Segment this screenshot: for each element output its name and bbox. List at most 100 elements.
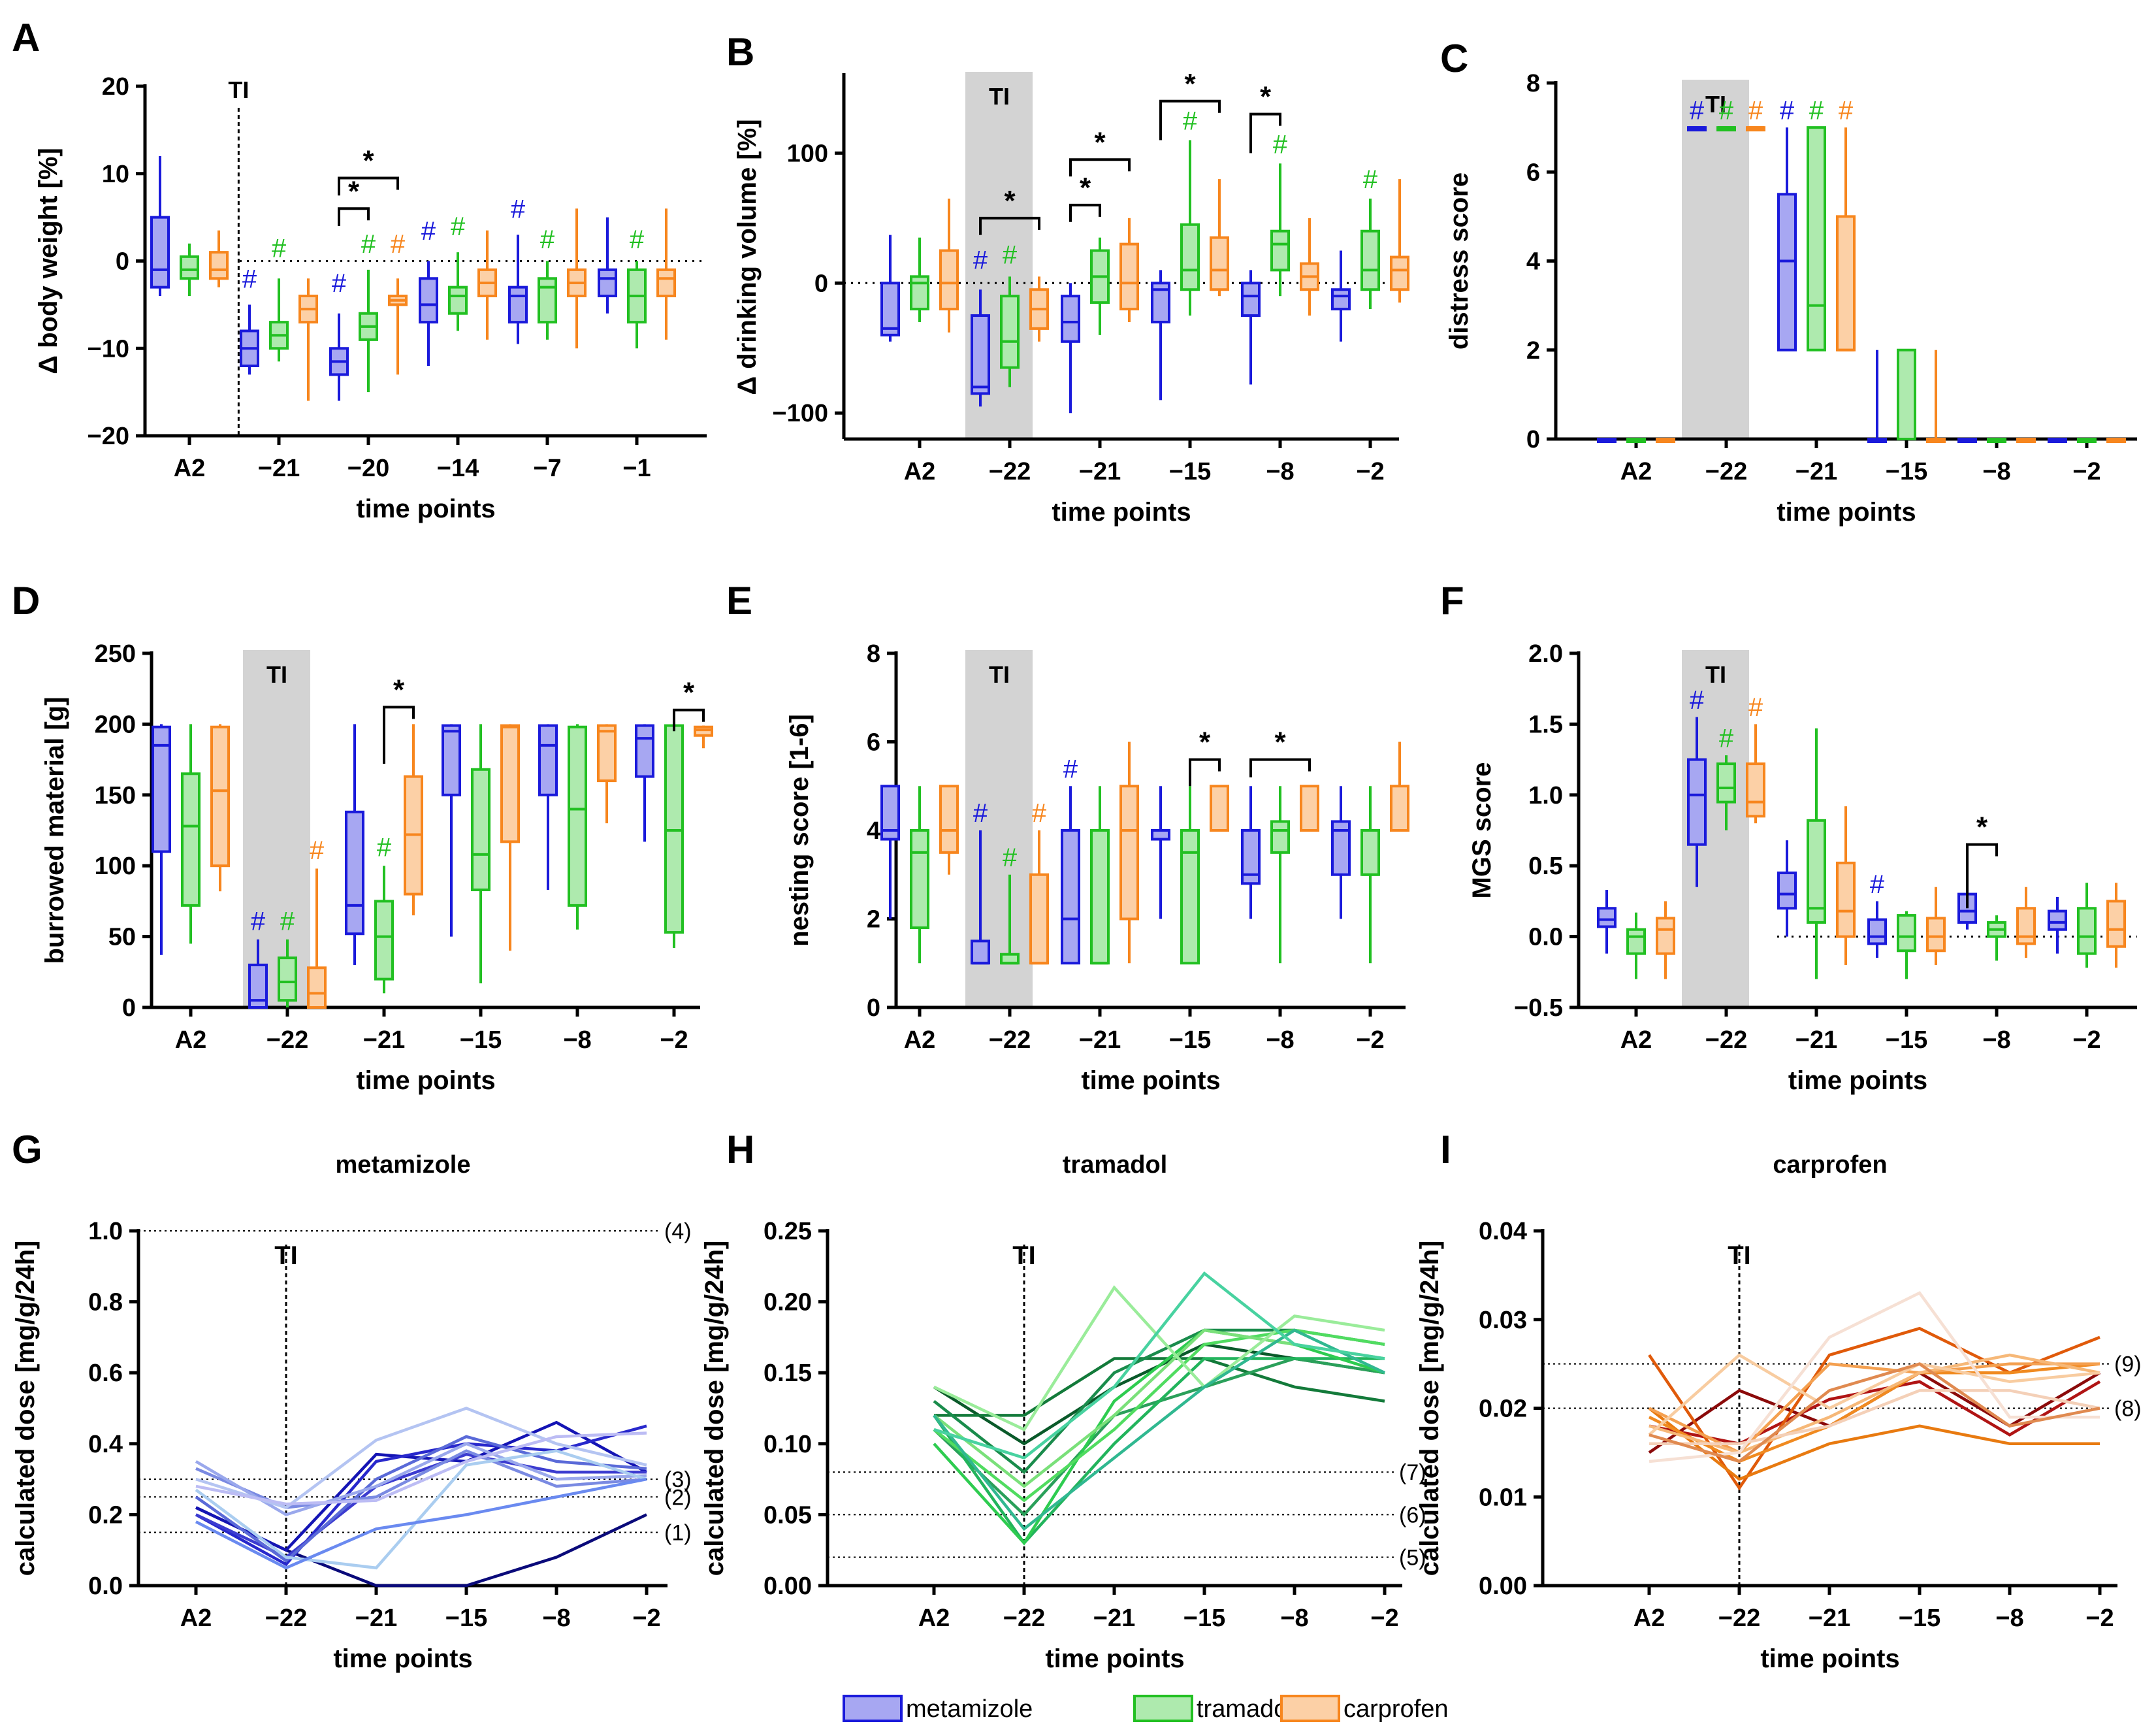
y-tick-label: 0.4 bbox=[88, 1431, 123, 1458]
legend-item-tramadol: tramadol bbox=[1133, 1695, 1293, 1723]
box-iqr bbox=[210, 725, 230, 868]
x-tick-label: −15 bbox=[445, 1605, 487, 1632]
box-iqr bbox=[500, 724, 520, 843]
ti-label: TI bbox=[1705, 661, 1726, 688]
box-iqr bbox=[180, 255, 199, 280]
box-iqr bbox=[471, 768, 491, 892]
animal-line bbox=[933, 1357, 1385, 1517]
box-tramadol bbox=[1987, 438, 2006, 443]
box-iqr bbox=[971, 314, 990, 395]
y-axis-label: distress score bbox=[1445, 172, 1473, 350]
box-iqr bbox=[694, 725, 713, 737]
x-tick-label: −22 bbox=[989, 1026, 1031, 1054]
box-iqr bbox=[419, 277, 438, 324]
box-metamizole bbox=[598, 217, 617, 314]
box-tramadol bbox=[1270, 786, 1290, 964]
y-tick-label: 1.0 bbox=[1528, 782, 1563, 809]
chart-title: carprofen bbox=[1773, 1151, 1887, 1179]
x-tick-label: −2 bbox=[2085, 1605, 2114, 1632]
significance-hash: # bbox=[1809, 96, 1824, 125]
panel-i: I TI carprofen 0.00 0.01 0.02 0.03 0.04 A2 −22 −21… bbox=[1415, 1128, 2142, 1673]
y-tick-label: 0.03 bbox=[1479, 1307, 1527, 1334]
comparison-bracket bbox=[1249, 112, 1281, 154]
box-iqr bbox=[1867, 918, 1887, 945]
box-carprofen bbox=[694, 725, 713, 749]
box-iqr bbox=[1151, 829, 1170, 841]
x-tick-label: −22 bbox=[266, 1026, 308, 1054]
box-iqr bbox=[1597, 907, 1617, 928]
y-axis-label: calculated dose [mg/g/24h] bbox=[11, 1241, 40, 1576]
x-tick-label: −22 bbox=[265, 1605, 307, 1632]
box-metamizole bbox=[508, 235, 528, 344]
x-tick-label: −1 bbox=[622, 455, 651, 482]
animal-line bbox=[195, 1407, 647, 1510]
x-tick-label: −7 bbox=[533, 455, 561, 482]
box-iqr bbox=[1897, 348, 1916, 440]
ti-label: TI bbox=[266, 661, 287, 688]
box-carprofen bbox=[1210, 785, 1229, 832]
panel-letter: C bbox=[1440, 37, 1468, 80]
significance-star: * bbox=[1274, 726, 1286, 759]
box-carprofen bbox=[1119, 218, 1139, 322]
y-tick-label: 10 bbox=[102, 161, 129, 188]
y-tick-label: 0.15 bbox=[764, 1360, 812, 1387]
dose-reference-label: (1) bbox=[664, 1521, 692, 1546]
animal-line bbox=[933, 1328, 1385, 1488]
box-metamizole bbox=[1331, 786, 1351, 919]
x-tick-label: −8 bbox=[1982, 1026, 2010, 1054]
animal-line bbox=[195, 1420, 648, 1552]
y-tick-label: 1.0 bbox=[88, 1218, 123, 1245]
box-iqr bbox=[1360, 829, 1380, 876]
box-tramadol bbox=[1987, 915, 2006, 961]
box-iqr bbox=[1807, 819, 1826, 924]
significance-hash: # bbox=[1839, 96, 1854, 125]
x-tick-label: −15 bbox=[1169, 458, 1211, 485]
box-carprofen bbox=[656, 208, 676, 340]
significance-hash: # bbox=[1183, 107, 1198, 136]
significance-star: * bbox=[362, 144, 374, 176]
box-iqr bbox=[1360, 229, 1380, 291]
panel-c: C TI 0 2 4 6 8 A2 −22 −21 −15 −8 −2 time points distre… bbox=[1440, 37, 2137, 527]
x-axis-label: time points bbox=[1052, 498, 1191, 527]
significance-star: * bbox=[348, 175, 360, 207]
x-tick-label: −2 bbox=[1356, 458, 1384, 485]
box-tramadol bbox=[1807, 728, 1826, 979]
box-iqr bbox=[1390, 255, 1409, 291]
y-tick-label: 0.25 bbox=[764, 1218, 812, 1245]
y-tick-label: 0.5 bbox=[1528, 853, 1563, 880]
box-iqr bbox=[880, 282, 900, 336]
box-tramadol bbox=[1716, 755, 1736, 830]
box-iqr bbox=[1626, 928, 1646, 955]
significance-hash: # bbox=[310, 836, 325, 865]
ti-label: TI bbox=[228, 76, 249, 103]
box-iqr bbox=[374, 900, 394, 981]
box-metamizole bbox=[1061, 283, 1080, 414]
box-carprofen bbox=[1210, 179, 1229, 297]
box-iqr bbox=[635, 724, 654, 778]
significance-star: * bbox=[1080, 172, 1091, 204]
y-tick-label: −20 bbox=[88, 423, 129, 450]
box-iqr bbox=[1836, 215, 1856, 351]
comparison-bracket bbox=[1249, 758, 1311, 777]
x-tick-label: A2 bbox=[904, 458, 936, 485]
box-carprofen bbox=[1300, 218, 1319, 316]
x-tick-label: −22 bbox=[1705, 458, 1747, 485]
box-iqr bbox=[910, 829, 929, 930]
box-metamizole bbox=[1687, 126, 1707, 132]
box-metamizole bbox=[971, 830, 990, 965]
ti-label: TI bbox=[1705, 91, 1726, 118]
x-axis-label: time points bbox=[356, 495, 495, 523]
y-axis-label: Δ body weight [%] bbox=[34, 148, 63, 374]
y-tick-label: 150 bbox=[95, 782, 136, 809]
box-carprofen bbox=[2106, 438, 2126, 443]
ti-label: TI bbox=[989, 83, 1010, 110]
ti-shade bbox=[1682, 80, 1749, 439]
x-tick-label: A2 bbox=[1633, 1605, 1665, 1632]
animal-line bbox=[1649, 1362, 2100, 1455]
x-tick-label: −22 bbox=[1003, 1605, 1045, 1632]
legend-item-carprofen: carprofen bbox=[1280, 1695, 1449, 1723]
box-iqr bbox=[1300, 785, 1319, 832]
y-tick-label: 0.20 bbox=[764, 1289, 812, 1316]
animal-line bbox=[1649, 1291, 2100, 1463]
box-iqr bbox=[442, 724, 461, 796]
